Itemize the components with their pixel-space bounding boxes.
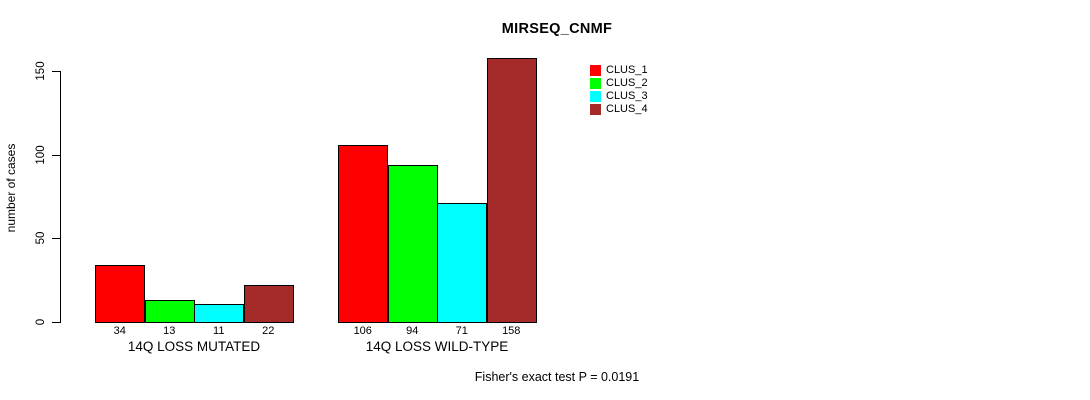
bar-clus_3-1 (194, 303, 244, 323)
y-axis-line (60, 71, 61, 323)
group-label: 14Q LOSS MUTATED (127, 339, 261, 354)
legend-label: CLUS_2 (606, 77, 648, 89)
bar-clus_2-1 (144, 300, 195, 323)
bar-value-label: 158 (502, 325, 521, 337)
legend-item: CLUS_3 (590, 90, 648, 103)
legend-swatch-clus-2 (590, 78, 601, 89)
legend-label: CLUS_1 (606, 64, 648, 76)
y-axis-tick-label: 100 (35, 145, 47, 165)
y-axis-tick (52, 322, 60, 323)
bar-value-label: 71 (455, 325, 468, 337)
legend: CLUS_1 CLUS_2 CLUS_3 CLUS_4 (590, 64, 648, 116)
legend-label: CLUS_3 (606, 90, 648, 102)
y-axis-title: number of cases (4, 143, 18, 233)
legend-item: CLUS_4 (590, 103, 648, 116)
bar-value-label: 94 (406, 325, 419, 337)
legend-item: CLUS_2 (590, 77, 648, 90)
legend-label: CLUS_4 (606, 103, 648, 115)
fisher-test-annotation: Fisher's exact test P = 0.0191 (474, 370, 640, 384)
bar-clus_3-2 (437, 203, 487, 323)
legend-swatch-clus-1 (590, 65, 601, 76)
bar-value-label: 11 (213, 325, 225, 337)
bar-clus_1-2 (338, 144, 388, 323)
bar-clus_1-1 (95, 265, 145, 323)
bar-value-label: 34 (113, 325, 126, 337)
y-axis-tick-label: 50 (35, 231, 47, 245)
y-axis-tick (52, 71, 60, 72)
bar-clus_4-1 (243, 285, 294, 323)
legend-swatch-clus-4 (590, 104, 601, 115)
bar-clus_2-2 (387, 164, 438, 323)
y-axis-tick-label: 0 (35, 318, 47, 326)
legend-item: CLUS_1 (590, 64, 648, 77)
chart-title: MIRSEQ_CNMF (501, 21, 613, 37)
y-axis-tick-label: 150 (35, 61, 47, 81)
y-axis-tick (52, 155, 60, 156)
bar-value-label: 22 (262, 325, 275, 337)
bar-value-label: 13 (163, 325, 176, 337)
bar-value-label: 106 (353, 325, 372, 337)
bar-clus_4-2 (486, 57, 537, 323)
y-axis-tick (52, 238, 60, 239)
legend-swatch-clus-3 (590, 91, 601, 102)
group-label: 14Q LOSS WILD-TYPE (365, 339, 509, 354)
